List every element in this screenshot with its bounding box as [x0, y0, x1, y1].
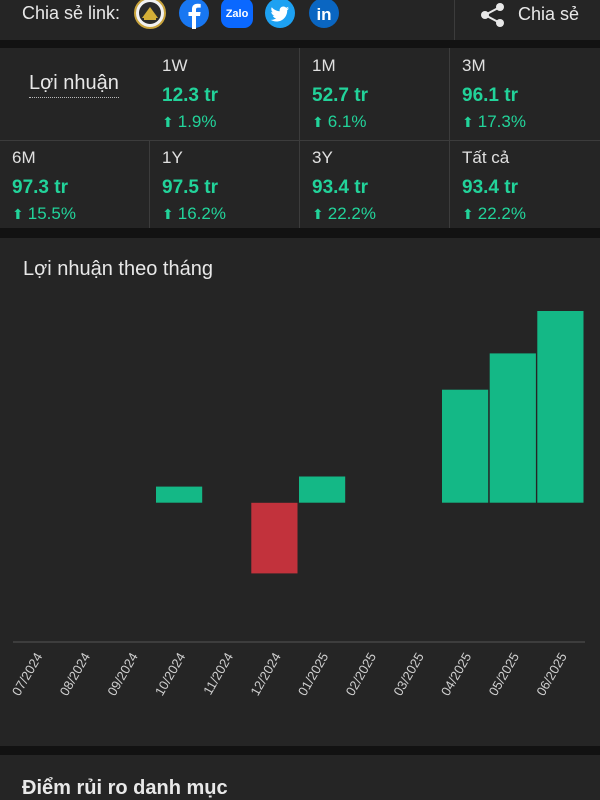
profit-card-6m: 6M 97.3 tr ⬆ 15.5%: [0, 140, 149, 229]
period-label: 1M: [312, 56, 336, 75]
profit-change: ⬆ 22.2%: [462, 204, 526, 224]
svg-text:Zalo: Zalo: [226, 8, 249, 20]
profit-change: ⬆ 17.3%: [462, 112, 526, 132]
change-value: 22.2%: [327, 204, 376, 223]
profit-change: ⬆ 6.1%: [312, 112, 366, 132]
arrow-up-icon: ⬆: [462, 206, 474, 222]
divider: [449, 48, 450, 228]
arrow-up-icon: ⬆: [462, 114, 474, 130]
profit-card-3y: 3Y 93.4 tr ⬆ 22.2%: [300, 140, 449, 229]
bar-04/2025[interactable]: [442, 389, 489, 503]
share-icon: [481, 3, 504, 27]
divider: [149, 140, 150, 228]
x-tick-label: 06/2025: [533, 650, 569, 698]
period-label: 1W: [162, 56, 188, 75]
zalo-icon[interactable]: Zalo: [220, 0, 254, 30]
arrow-up-icon: ⬆: [12, 206, 24, 222]
profit-change: ⬆ 15.5%: [12, 204, 76, 224]
x-tick-label: 03/2025: [390, 650, 426, 698]
profit-card-all: Tất cả 93.4 tr ⬆ 22.2%: [450, 140, 599, 229]
x-tick-label: 02/2025: [343, 650, 379, 698]
profit-value: 97.5 tr: [162, 177, 218, 198]
profit-value: 97.3 tr: [12, 177, 68, 198]
profit-value: 52.7 tr: [312, 85, 368, 106]
arrow-up-icon: ⬆: [162, 114, 174, 130]
monthly-profit-panel: Lợi nhuận theo tháng 07/2024 08/2024 09/20…: [0, 238, 600, 746]
profit-card-3m: 3M 96.1 tr ⬆ 17.3%: [450, 48, 599, 137]
arrow-up-icon: ⬆: [312, 206, 324, 222]
svg-text:in: in: [316, 5, 331, 24]
divider: [0, 140, 600, 141]
profit-summary: Lợi nhuận 1W 12.3 tr ⬆ 1.9% 1M 52.7 tr ⬆ 6…: [0, 48, 600, 228]
linkedin-icon[interactable]: in: [307, 0, 341, 30]
profit-value: 93.4 tr: [312, 177, 368, 198]
x-tick-label: 04/2025: [438, 650, 474, 698]
bar-05/2025[interactable]: [489, 353, 536, 503]
x-tick-label: 05/2025: [486, 650, 522, 698]
profit-value: 93.4 tr: [462, 177, 518, 198]
profit-change: ⬆ 1.9%: [162, 112, 216, 132]
profit-change: ⬆ 16.2%: [162, 204, 226, 224]
divider: [454, 0, 455, 40]
risk-panel: Điểm rủi ro danh mục: [0, 755, 600, 800]
change-value: 16.2%: [177, 204, 226, 223]
change-value: 17.3%: [477, 112, 526, 131]
x-tick-label: 12/2024: [247, 650, 283, 698]
bar-01/2025[interactable]: [299, 476, 346, 503]
share-bar: Chia sẻ link: Zalo in Chia sẻ: [0, 0, 600, 40]
arrow-up-icon: ⬆: [312, 114, 324, 130]
x-tick-label: 07/2024: [9, 650, 45, 698]
profit-value: 96.1 tr: [462, 85, 518, 106]
x-tick-label: 01/2025: [295, 650, 331, 698]
chart-title: Lợi nhuận theo tháng: [23, 258, 213, 280]
change-value: 22.2%: [477, 204, 526, 223]
share-link-label: Chia sẻ link:: [22, 3, 121, 23]
share-button-label: Chia sẻ: [518, 4, 580, 24]
facebook-icon[interactable]: [177, 0, 211, 30]
period-label: 1Y: [162, 148, 183, 167]
profit-value: 12.3 tr: [162, 85, 218, 106]
arrow-up-icon: ⬆: [162, 206, 174, 222]
bar-06/2025[interactable]: [537, 311, 584, 503]
bar-12/2024[interactable]: [251, 502, 298, 574]
period-label: 6M: [12, 148, 36, 167]
x-tick-label: 08/2024: [57, 650, 93, 698]
profit-label[interactable]: Lợi nhuận: [29, 72, 119, 98]
bar-10/2024[interactable]: [156, 486, 203, 503]
monthly-profit-chart: 07/2024 08/2024 09/2024 10/2024 11/2024 12/20…: [9, 311, 585, 698]
risk-title: Điểm rủi ro danh mục: [22, 777, 228, 799]
divider: [299, 48, 300, 228]
period-label: 3M: [462, 56, 486, 75]
profit-card-1y: 1Y 97.5 tr ⬆ 16.2%: [150, 140, 299, 229]
change-value: 6.1%: [327, 112, 367, 131]
profit-card-1m: 1M 52.7 tr ⬆ 6.1%: [300, 48, 449, 137]
profit-card-1w: 1W 12.3 tr ⬆ 1.9%: [150, 48, 299, 137]
change-value: 15.5%: [27, 204, 76, 223]
period-label: 3Y: [312, 148, 333, 167]
profit-change: ⬆ 22.2%: [312, 204, 376, 224]
period-label: Tất cả: [462, 148, 510, 167]
x-tick-label: 10/2024: [152, 650, 188, 698]
change-value: 1.9%: [177, 112, 217, 131]
x-tick-label: 09/2024: [104, 650, 140, 698]
app-logo-icon[interactable]: [133, 0, 167, 30]
twitter-icon[interactable]: [263, 0, 297, 30]
x-tick-label: 11/2024: [200, 650, 236, 697]
